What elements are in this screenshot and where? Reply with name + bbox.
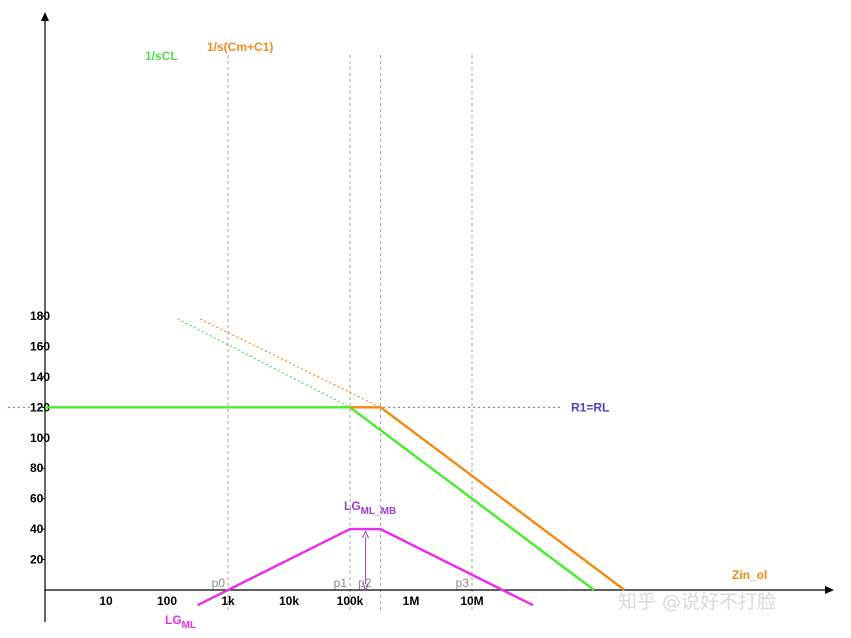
y-axis-arrow	[41, 12, 49, 21]
y-tick-label: 160	[30, 339, 50, 353]
y-tick-label: 20	[30, 553, 44, 567]
x-tick-label: 10	[99, 594, 113, 608]
guide-label-p3: p3	[456, 576, 470, 590]
labels: p0 p1 p2 p3 R1=RL 1/sCL 1/s(Cm+C1) Zin_ol LGML LG…	[145, 40, 767, 631]
x-axis-arrow	[825, 586, 834, 594]
legend-1-scl: 1/sCL	[145, 49, 178, 63]
annotation-lg-ml-mb: LGML_MB	[344, 499, 396, 517]
watermark: 知乎 @说好不打脸	[618, 591, 776, 613]
guide-label-p1: p1	[334, 576, 348, 590]
r1-rl-label: R1=RL	[571, 400, 609, 414]
axes: 20 40 60 80 100 120 140 160 180 10 100 1k 10k 100k 1M 1…	[30, 12, 834, 622]
series-line-1	[199, 318, 381, 408]
annotation-arrow-head-top	[362, 529, 370, 539]
series-line-2	[45, 406, 595, 591]
series-line-3	[350, 406, 626, 591]
x-tick-label: 10k	[279, 594, 299, 608]
x-tick-label: 100k	[337, 594, 364, 608]
x-tick-label: 1M	[403, 594, 420, 608]
x-tick-label: 1k	[221, 594, 235, 608]
legend-zin-ol: Zin_ol	[732, 568, 767, 582]
y-tick-label: 180	[30, 309, 50, 323]
annotation-lg-ml-mb-subscript: ML_MB	[361, 506, 397, 517]
y-tick-label: 120	[30, 400, 50, 414]
series-line-0	[177, 318, 351, 408]
x-tick-label: 10M	[460, 594, 483, 608]
series-line-4	[196, 527, 534, 607]
series-lines	[45, 318, 626, 607]
y-tick-label: 40	[30, 522, 44, 536]
guide-label-p0: p0	[212, 576, 226, 590]
y-tick-label: 100	[30, 431, 50, 445]
x-tick-label: 100	[157, 594, 177, 608]
y-tick-label: 80	[30, 461, 44, 475]
y-tick-label: 60	[30, 492, 44, 506]
guide-label-p2: p2	[358, 576, 372, 590]
legend-lg-ml-subscript: ML	[182, 620, 196, 631]
guide-lines	[8, 55, 562, 612]
legend-lg-ml: LGML	[165, 613, 196, 631]
annotation-arrow-head-bottom	[362, 582, 370, 592]
y-tick-label: 140	[30, 370, 50, 384]
legend-1-s-cm-c1: 1/s(Cm+C1)	[207, 40, 273, 54]
